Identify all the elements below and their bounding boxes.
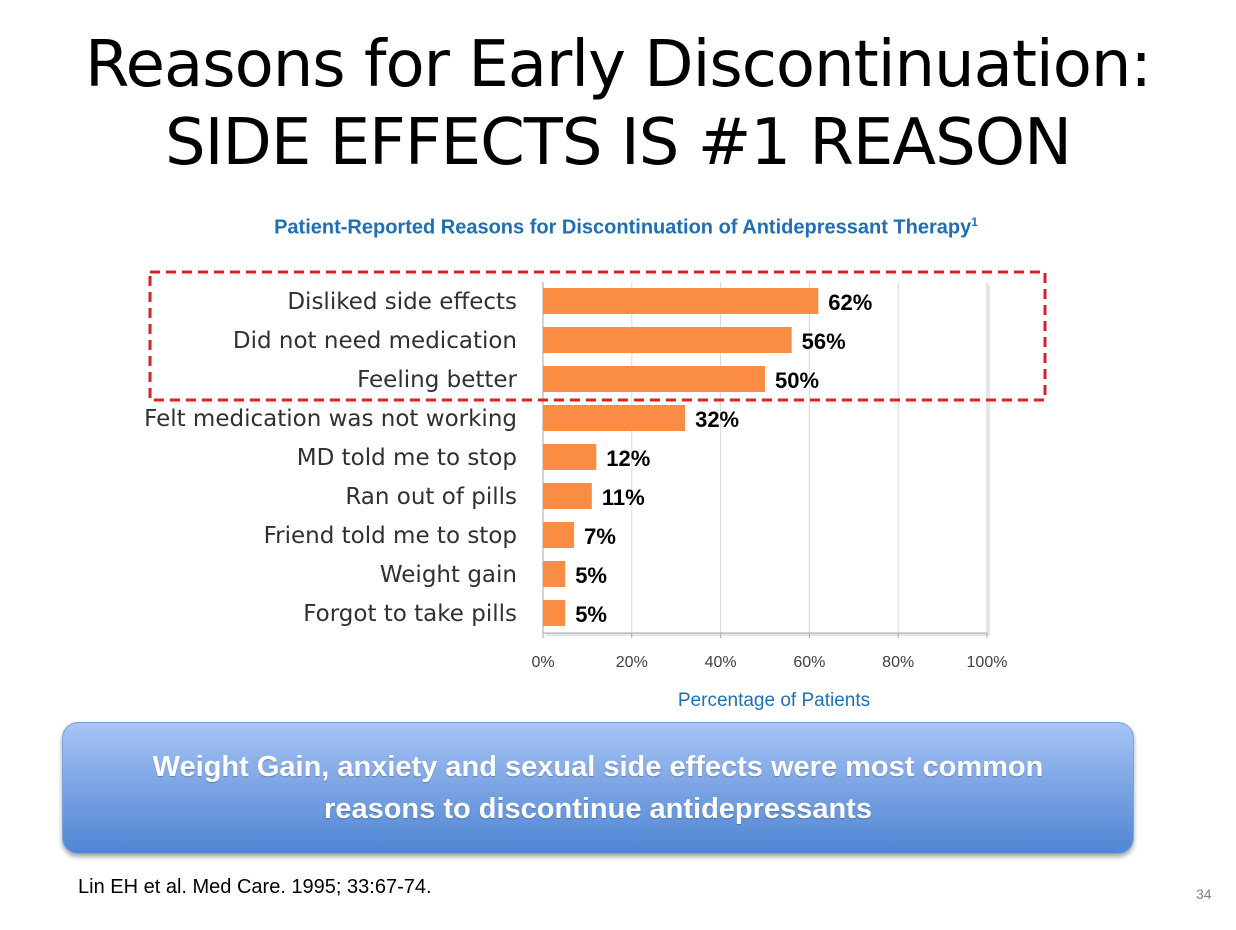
- data-label: 12%: [606, 446, 650, 471]
- data-label: 11%: [602, 485, 645, 510]
- bar: [543, 522, 575, 548]
- data-label: 56%: [802, 329, 846, 354]
- bar: [543, 483, 592, 509]
- bar: [543, 288, 819, 314]
- category-label: Ran out of pills: [345, 484, 517, 510]
- x-tick-label: 40%: [705, 654, 737, 671]
- bar: [543, 561, 566, 587]
- category-label: Forgot to take pills: [303, 601, 517, 627]
- category-label: Felt medication was not working: [144, 406, 517, 432]
- chart-title-text: Patient-Reported Reasons for Discontinua…: [274, 216, 972, 239]
- bar: [543, 405, 686, 431]
- bar: [543, 600, 566, 626]
- x-tick-label: 60%: [793, 654, 825, 671]
- citation: Lin EH et al. Med Care. 1995; 33:67-74.: [78, 876, 432, 898]
- slide-title-line-1: Reasons for Early Discontinuation:: [85, 28, 1152, 102]
- bar: [543, 366, 765, 392]
- x-tick-label: 80%: [882, 654, 914, 671]
- x-tick-label: 0%: [531, 654, 554, 671]
- category-label: Feeling better: [357, 367, 517, 393]
- category-label: MD told me to stop: [297, 445, 517, 471]
- callout-text: Weight Gain, anxiety and sexual side eff…: [152, 751, 1044, 825]
- category-label: Friend told me to stop: [264, 523, 517, 549]
- bar-chart: 0% 20% 40% 60% 80% 100% Percentage of Patients…: [144, 270, 1047, 711]
- bar: [543, 444, 597, 470]
- category-label: Disliked side effects: [287, 289, 517, 315]
- category-label: Weight gain: [380, 562, 517, 588]
- data-label: 7%: [584, 524, 616, 549]
- x-tick-label: 100%: [967, 654, 1008, 671]
- chart-title-footnote: 1: [971, 215, 978, 229]
- page-number: 34: [1196, 886, 1212, 902]
- data-label: 32%: [695, 407, 739, 432]
- chart-title: Patient-Reported Reasons for Discontinua…: [0, 215, 1236, 240]
- data-label: 5%: [575, 563, 607, 588]
- x-tick-label: 20%: [616, 654, 648, 671]
- category-label: Did not need medication: [233, 328, 517, 354]
- data-label: 50%: [775, 368, 819, 393]
- data-label: 5%: [575, 602, 607, 627]
- data-label: 62%: [828, 290, 872, 315]
- slide-title: Reasons for Early Discontinuation: SIDE …: [0, 26, 1236, 182]
- bar: [543, 327, 792, 353]
- x-axis-title: Percentage of Patients: [678, 690, 870, 711]
- callout-box: Weight Gain, anxiety and sexual side eff…: [62, 722, 1134, 854]
- slide-title-line-2: SIDE EFFECTS IS #1 REASON: [165, 106, 1072, 180]
